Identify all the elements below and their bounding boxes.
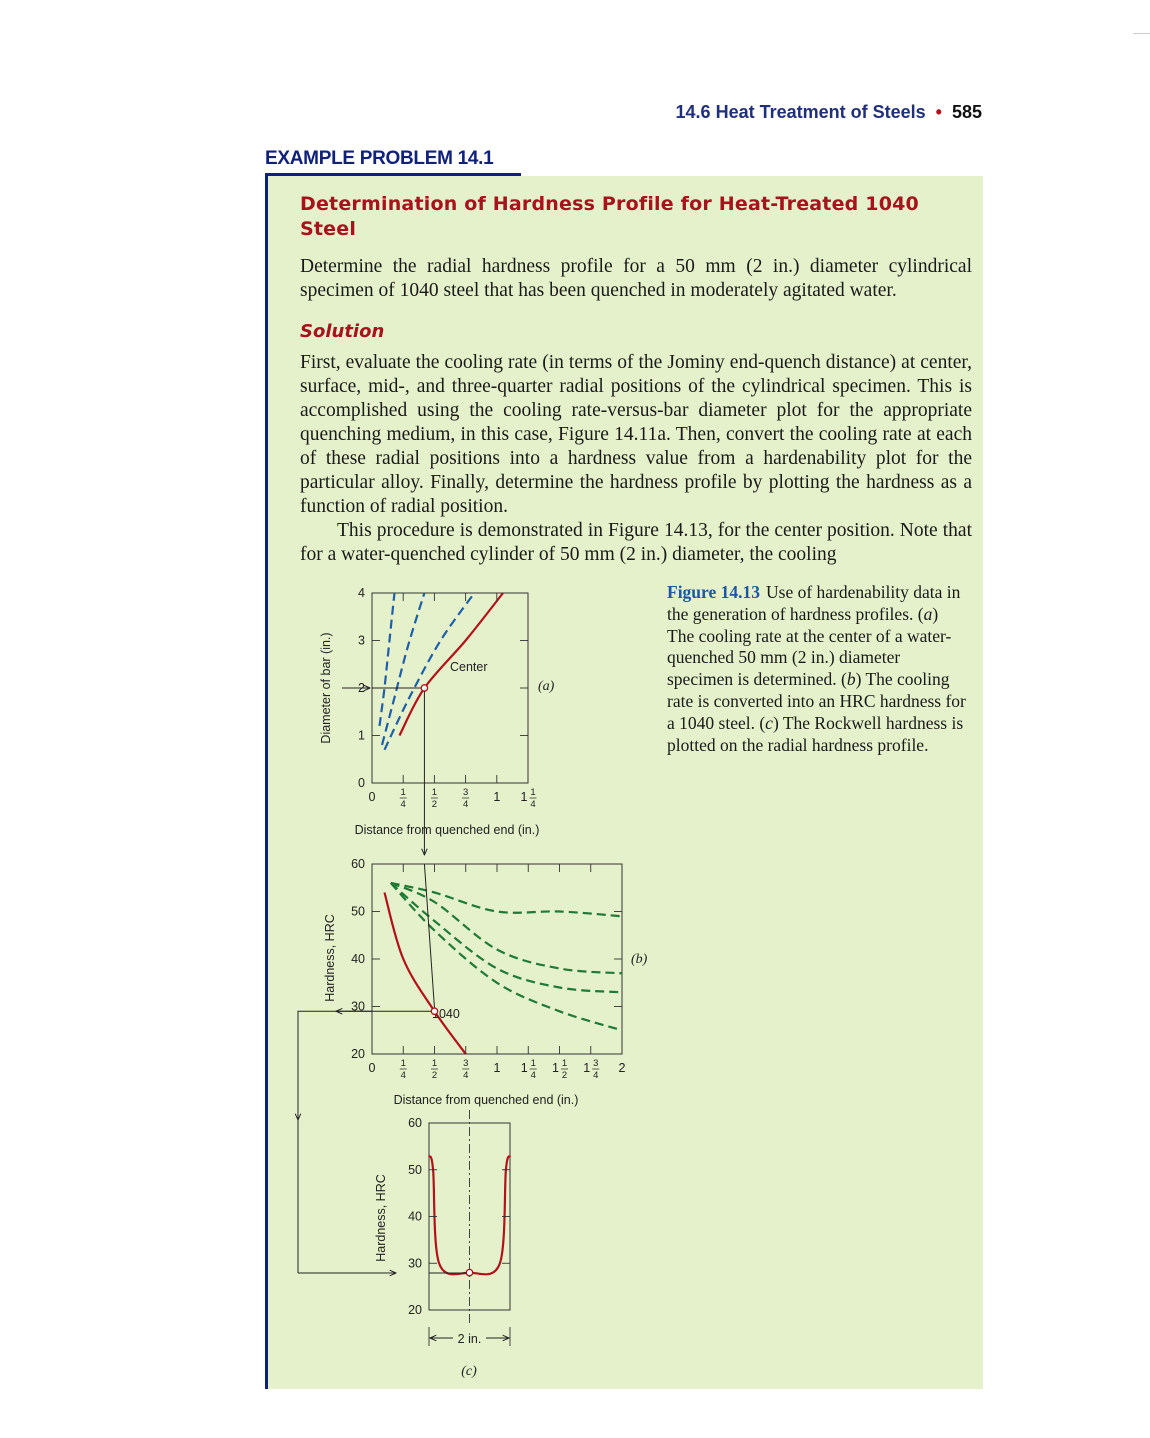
figure-number: Figure 14.13 — [667, 582, 761, 602]
bullet-separator: • — [935, 102, 942, 122]
page-number: 585 — [951, 102, 982, 122]
caption-part: b — [846, 669, 856, 690]
example-label: EXAMPLE PROBLEM 14.1 — [265, 148, 494, 169]
solution-heading: Solution — [300, 321, 385, 342]
solution-paragraph-1: First, evaluate the cooling rate (in ter… — [300, 352, 972, 517]
corner-rule — [1133, 33, 1150, 34]
problem-title: Determination of Hardness Profile for He… — [300, 193, 919, 240]
section-title: 14.6 Heat Treatment of Steels — [675, 102, 926, 122]
caption-part: ) The cooling rate at the center of a wa… — [667, 603, 952, 690]
caption-part: ) The cooling rate is converted into an … — [667, 669, 966, 733]
caption-part: ) The Rockwell hardness is plotted on th… — [667, 712, 964, 755]
solution-paragraph-2: This procedure is demonstrated in Figure… — [300, 520, 972, 565]
example-underline — [265, 173, 521, 176]
figure-caption: Figure 14.13 Use of hardenability data in… — [667, 582, 967, 756]
problem-statement: Determine the radial hardness profile fo… — [300, 256, 972, 301]
running-head: 14.6 Heat Treatment of Steels • 585 — [676, 102, 982, 123]
caption-part: Use of hardenability data in the generat… — [667, 582, 961, 624]
caption-part: a — [923, 603, 933, 624]
caption-part: c — [765, 712, 773, 733]
